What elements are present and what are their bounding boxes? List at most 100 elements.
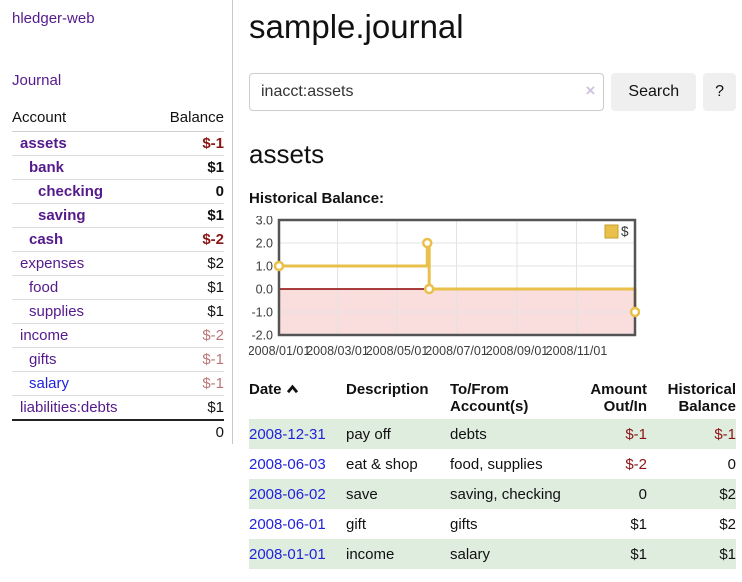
column-header-balance: Historical Balance <box>667 381 736 415</box>
accounts-total-row: 0 <box>12 419 224 444</box>
account-link-supplies[interactable]: supplies <box>29 303 85 320</box>
account-link-cash[interactable]: cash <box>29 231 64 248</box>
account-balance: $2 <box>207 255 224 272</box>
transaction-row[interactable]: 2008-06-01 gift gifts $1 $2 <box>249 509 736 539</box>
account-link-gifts[interactable]: gifts <box>29 351 57 368</box>
transaction-row[interactable]: 2008-01-01 income salary $1 $1 <box>249 539 736 569</box>
clear-search-icon[interactable]: × <box>585 81 596 100</box>
account-link-expenses[interactable]: expenses <box>20 255 85 272</box>
transaction-balance: $1 <box>719 546 736 563</box>
account-row: supplies $1 <box>12 299 224 324</box>
account-row: checking 0 <box>12 179 224 204</box>
transaction-date-link[interactable]: 2008-06-03 <box>249 456 326 473</box>
transaction-amount: $-1 <box>625 426 647 443</box>
sidebar: hledger-web Journal Account Balance asse… <box>0 0 233 444</box>
sort-ascending-icon <box>286 381 299 398</box>
transaction-date-link[interactable]: 2008-06-02 <box>249 486 326 503</box>
transaction-description: eat & shop <box>346 456 418 473</box>
column-header-amount: Amount Out/In <box>590 381 647 415</box>
transaction-accounts: salary <box>450 546 491 563</box>
transaction-accounts: food, supplies <box>450 456 543 473</box>
account-balance: $-1 <box>202 351 224 368</box>
column-header-date[interactable]: Date <box>249 377 346 419</box>
account-row: saving $1 <box>12 203 224 228</box>
account-link-liabilities-debts[interactable]: liabilities:debts <box>20 399 118 416</box>
account-link-food[interactable]: food <box>29 279 59 296</box>
svg-text:2008/11/01: 2008/11/01 <box>546 344 608 358</box>
svg-text:2008/01/01: 2008/01/01 <box>249 344 310 358</box>
account-balance: $-2 <box>202 231 224 248</box>
account-row: liabilities:debts $1 <box>12 395 224 420</box>
account-balance: $-1 <box>202 375 224 392</box>
main-content: sample.journal × Search ? assets Histori… <box>233 0 742 569</box>
account-link-saving[interactable]: saving <box>38 207 86 224</box>
account-row: food $1 <box>12 275 224 300</box>
search-button[interactable]: Search <box>611 73 697 111</box>
account-balance: $1 <box>207 303 224 320</box>
transaction-balance: $2 <box>719 486 736 503</box>
transaction-description: income <box>346 546 395 563</box>
page-title: sample.journal <box>249 8 464 45</box>
transaction-date-link[interactable]: 2008-01-01 <box>249 546 326 563</box>
account-balance: $-2 <box>202 327 224 344</box>
app-window: hledger-web Journal Account Balance asse… <box>0 0 742 569</box>
column-header-accounts: To/From Account(s) <box>450 381 529 415</box>
svg-text:2008/07/01: 2008/07/01 <box>425 344 488 358</box>
accounts-tree: Account Balance assets $-1 bank $1 check… <box>12 106 224 444</box>
svg-text:2008/03/01: 2008/03/01 <box>306 344 369 358</box>
account-balance: $-1 <box>202 135 224 152</box>
account-row: bank $1 <box>12 155 224 180</box>
transaction-description: pay off <box>346 426 391 443</box>
app-brand-link[interactable]: hledger-web <box>12 10 95 27</box>
account-heading: assets <box>249 139 325 169</box>
transaction-row[interactable]: 2008-06-02 save saving, checking 0 $2 <box>249 479 736 509</box>
accounts-total-balance: 0 <box>215 424 224 441</box>
transaction-row[interactable]: 2008-06-03 eat & shop food, supplies $-2… <box>249 449 736 479</box>
transaction-accounts: saving, checking <box>450 486 561 503</box>
account-balance: 0 <box>215 183 224 200</box>
transaction-date-link[interactable]: 2008-12-31 <box>249 426 326 443</box>
account-link-income[interactable]: income <box>20 327 69 344</box>
svg-text:2.0: 2.0 <box>256 237 273 251</box>
transaction-description: gift <box>346 516 367 533</box>
chart-title: Historical Balance: <box>249 190 385 207</box>
account-link-assets[interactable]: assets <box>20 135 67 152</box>
transaction-amount: $1 <box>630 516 647 533</box>
svg-text:-2.0: -2.0 <box>251 329 273 343</box>
account-row: cash $-2 <box>12 227 224 252</box>
transaction-date-link[interactable]: 2008-06-01 <box>249 516 326 533</box>
balance-column-header: Balance <box>152 106 224 132</box>
column-header-date-label: Date <box>249 381 282 398</box>
transaction-amount: 0 <box>638 486 647 503</box>
sidebar-item-journal[interactable]: Journal <box>12 72 62 89</box>
account-link-salary[interactable]: salary <box>29 375 70 392</box>
transaction-row[interactable]: 2008-12-31 pay off debts $-1 $-1 <box>249 419 736 449</box>
transaction-amount: $-2 <box>625 456 647 473</box>
transaction-balance: 0 <box>727 456 736 473</box>
svg-text:-1.0: -1.0 <box>251 306 273 320</box>
historical-balance-chart: $3.0 2.0 1.0 0.0 -1.0 -2.0 2008/01/01 2008/03/0… <box>248 214 736 365</box>
account-balance: $1 <box>207 159 224 176</box>
transaction-description: save <box>346 486 378 503</box>
account-row: expenses $2 <box>12 251 224 276</box>
account-row: assets $-1 <box>12 132 224 156</box>
transaction-balance: $2 <box>719 516 736 533</box>
accounts-column-header: Account <box>12 106 153 132</box>
transaction-accounts: gifts <box>450 516 478 533</box>
svg-text:3.0: 3.0 <box>256 216 273 228</box>
account-link-checking[interactable]: checking <box>38 183 104 200</box>
search-bar: × Search ? <box>249 73 736 111</box>
register-header-row: Date Description To/From Account(s) Amou… <box>249 377 736 419</box>
search-input[interactable] <box>249 73 605 111</box>
account-row: income $-2 <box>12 323 224 348</box>
register-table: Date Description To/From Account(s) Amou… <box>249 377 736 569</box>
account-balance: $1 <box>207 279 224 296</box>
transaction-balance: $-1 <box>714 426 736 443</box>
svg-text:$: $ <box>621 224 629 239</box>
account-link-bank[interactable]: bank <box>29 159 65 176</box>
transaction-accounts: debts <box>450 426 487 443</box>
help-button[interactable]: ? <box>703 73 736 111</box>
svg-text:2008/09/01: 2008/09/01 <box>486 344 549 358</box>
svg-text:0.0: 0.0 <box>256 283 273 297</box>
svg-text:2008/05/01: 2008/05/01 <box>366 344 429 358</box>
